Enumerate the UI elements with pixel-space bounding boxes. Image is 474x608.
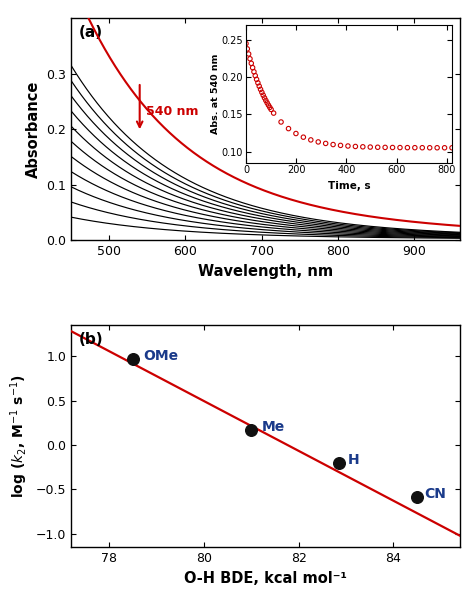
Text: (b): (b) (79, 331, 103, 347)
Point (413, 492, 421, 502)
X-axis label: O-H BDE, kcal mol⁻¹: O-H BDE, kcal mol⁻¹ (184, 571, 347, 586)
Y-axis label: log ($k_2$, M$^{-1}$ s$^{-1}$): log ($k_2$, M$^{-1}$ s$^{-1}$) (9, 374, 30, 498)
Point (335, 458, 343, 468)
Text: CN: CN (424, 487, 446, 501)
Text: OMe: OMe (143, 349, 178, 363)
Y-axis label: Absorbance: Absorbance (26, 81, 41, 178)
Text: 540 nm: 540 nm (146, 105, 198, 119)
Text: (a): (a) (79, 25, 103, 40)
X-axis label: Wavelength, nm: Wavelength, nm (198, 264, 333, 279)
Text: Me: Me (262, 420, 285, 434)
Text: H: H (347, 453, 359, 467)
Point (129, 354, 137, 364)
Point (247, 425, 255, 435)
